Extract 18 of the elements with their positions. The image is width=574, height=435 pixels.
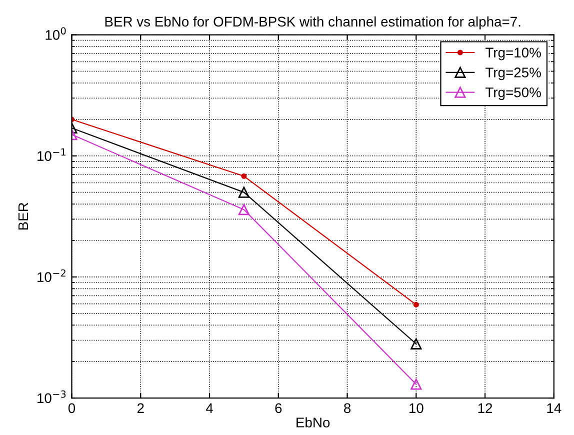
x-tick-label: 12 <box>478 403 492 413</box>
y-tick-label: 10$^{−1}$ <box>38 148 66 161</box>
y-tick-label: 10$^{−3}$ <box>38 390 66 404</box>
x-tick-label: 2 <box>137 403 144 413</box>
x-tick-label: 8 <box>344 403 351 414</box>
x-tick-label: 0 <box>68 403 76 414</box>
legend-label: Trg=25% <box>486 68 541 80</box>
x-tick-label: 4 <box>206 403 213 413</box>
x-axis-title: EbNo <box>296 417 330 428</box>
x-tick-label: 6 <box>275 403 282 414</box>
legend-label: Trg=50% <box>486 87 541 100</box>
legend-label: Trg=10% <box>486 48 541 60</box>
chart-title: BER vs EbNo for OFDM-BPSK with channel estimation for alpha=7. <box>105 16 520 30</box>
y-tick-label: 10$^{−2}$ <box>38 269 66 282</box>
y-tick-label: 10$^{0}$ <box>46 27 66 40</box>
x-tick-label: 10 <box>409 403 424 414</box>
x-tick-label: 14 <box>547 403 562 413</box>
y-axis-title: BER <box>18 202 28 230</box>
